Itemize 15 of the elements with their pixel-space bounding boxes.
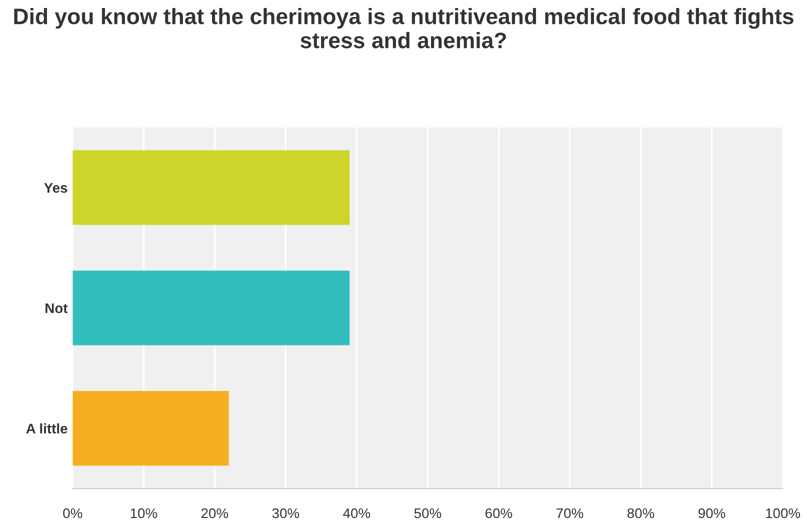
- x-tick-label: 60%: [486, 508, 512, 518]
- x-tick-label: 90%: [698, 508, 726, 518]
- y-tick-label: Not: [46, 303, 68, 314]
- x-tick-label: 50%: [414, 508, 442, 518]
- x-tick-label: 0%: [63, 508, 82, 518]
- y-tick-label: A little: [26, 423, 68, 434]
- x-tick-label: 20%: [201, 508, 228, 518]
- x-tick-label: 70%: [556, 508, 584, 518]
- chart-title: Did you know that the cherimoya is a nutritiveand medical food that fights stress and anemia?: [14, 8, 794, 48]
- x-tick-label: 10%: [130, 508, 158, 518]
- x-tick-label: 80%: [627, 508, 654, 518]
- y-tick-label: Yes: [44, 183, 68, 193]
- x-tick-label: 40%: [343, 508, 370, 518]
- x-tick-label: 100%: [766, 508, 800, 518]
- x-tick-label: 30%: [272, 508, 300, 518]
